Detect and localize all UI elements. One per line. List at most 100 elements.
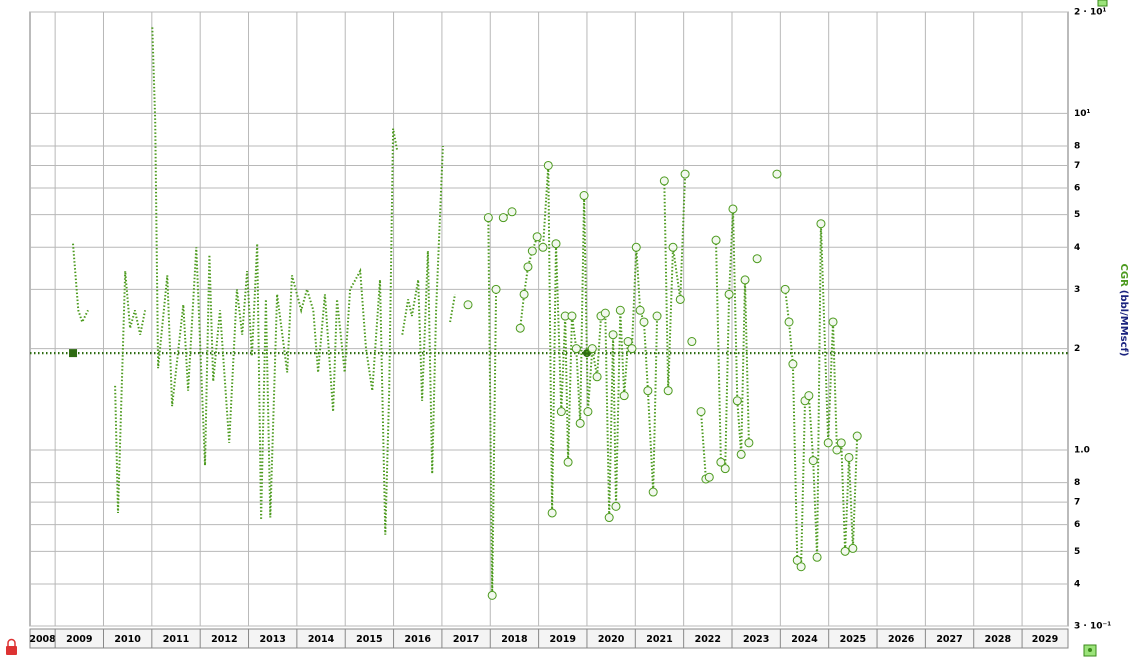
data-point: [780, 284, 790, 294]
data-point: [804, 391, 814, 401]
data-point: [575, 418, 585, 428]
data-point: [487, 590, 497, 600]
data-point: [788, 359, 798, 369]
data-point: [519, 289, 529, 299]
data-point: [483, 213, 493, 223]
grid: [30, 11, 1068, 627]
y-tick-label: 1.0: [1074, 445, 1090, 455]
data-point: [515, 323, 525, 333]
y-tick-label: 8: [1074, 478, 1080, 488]
data-point: [816, 219, 826, 229]
x-tick-label: 2019: [550, 634, 576, 645]
data-point: [600, 308, 610, 318]
lock-icon[interactable]: [6, 638, 17, 656]
data-point: [732, 396, 742, 406]
y-tick-label: 8: [1074, 141, 1080, 151]
data-point: [736, 449, 746, 459]
data-point: [463, 300, 473, 310]
data-point: [538, 242, 548, 252]
data-point: [812, 552, 822, 562]
data-point: [716, 457, 726, 467]
y-tick-label: 4: [1074, 579, 1080, 589]
x-tick-label: 2027: [936, 634, 962, 645]
data-point: [696, 407, 706, 417]
data-point: [752, 254, 762, 264]
data-point: [608, 330, 618, 340]
y-tick-label: 10¹: [1074, 109, 1091, 119]
x-tick-label: 2024: [791, 634, 818, 645]
y-tick-label: 7: [1074, 498, 1080, 508]
data-point: [527, 246, 537, 256]
x-tick-label: 2014: [308, 634, 335, 645]
data-point: [828, 317, 838, 327]
x-tick-label: 2015: [356, 634, 382, 645]
data-point: [687, 337, 697, 347]
data-point: [587, 344, 597, 354]
data-point: [567, 311, 577, 321]
y-tick-label: 6: [1074, 184, 1080, 194]
data-point: [639, 317, 649, 327]
x-tick-label: 2009: [66, 634, 92, 645]
series-line: [72, 27, 456, 535]
x-tick-label: 2021: [646, 634, 672, 645]
year-strip: [29, 628, 1069, 649]
data-point: [808, 456, 818, 466]
data-point: [498, 213, 508, 223]
data-point: [792, 555, 802, 565]
data-point: [635, 305, 645, 315]
data-point: [532, 232, 542, 242]
data-point: [619, 391, 629, 401]
data-point: [668, 242, 678, 252]
y-tick-label: 5: [1074, 210, 1080, 220]
data-point: [604, 513, 614, 523]
x-tick-label: 2012: [211, 634, 237, 645]
data-point: [728, 204, 738, 214]
data-point: [663, 386, 673, 396]
x-tick-label: 2020: [598, 634, 625, 645]
x-tick-label: 2008: [29, 634, 56, 645]
y-tick-label: 6: [1074, 520, 1080, 530]
data-point: [551, 239, 561, 249]
data-point: [563, 457, 573, 467]
data-point: [556, 407, 566, 417]
x-tick-label: 2023: [743, 634, 769, 645]
data-point: [583, 407, 593, 417]
corner-icon[interactable]: [1083, 644, 1097, 657]
data-point: [840, 546, 850, 556]
y-tick-label: 4: [1074, 243, 1080, 253]
y-label-unit: (bbl/MMscf): [1118, 290, 1129, 357]
data-point: [571, 344, 581, 354]
y-tick-label: 2 · 10¹: [1074, 8, 1106, 18]
data-point: [627, 344, 637, 354]
x-tick-label: 2016: [405, 634, 432, 645]
y-tick-label: 5: [1074, 547, 1080, 557]
data-point: [796, 562, 806, 572]
data-point: [772, 169, 782, 179]
data-point: [720, 464, 730, 474]
x-tick-label: 2026: [888, 634, 915, 645]
data-point: [579, 191, 589, 201]
data-point: [852, 431, 862, 441]
data-point: [675, 294, 685, 304]
x-tick-label: 2010: [114, 634, 141, 645]
y-axis-label: CGR (bbl/MMscf): [1118, 264, 1129, 357]
x-tick-label: 2028: [985, 634, 1012, 645]
x-tick-label: 2029: [1032, 634, 1058, 645]
data-point: [740, 275, 750, 285]
data-point: [836, 438, 846, 448]
data-point: [659, 176, 669, 186]
data-point: [844, 452, 854, 462]
data-point: [704, 472, 714, 482]
data-point: [832, 445, 842, 455]
y-tick-label: 3 · 10⁻¹: [1074, 622, 1111, 632]
data-point: [652, 311, 662, 321]
data-point: [711, 235, 721, 245]
y-tick-label: 2: [1074, 344, 1080, 354]
reference-handle: [69, 349, 78, 358]
data-point: [611, 501, 621, 511]
corner-icon-top[interactable]: [1097, 0, 1108, 7]
data-point: [615, 305, 625, 315]
data-point: [547, 508, 557, 518]
data-point: [724, 289, 734, 299]
